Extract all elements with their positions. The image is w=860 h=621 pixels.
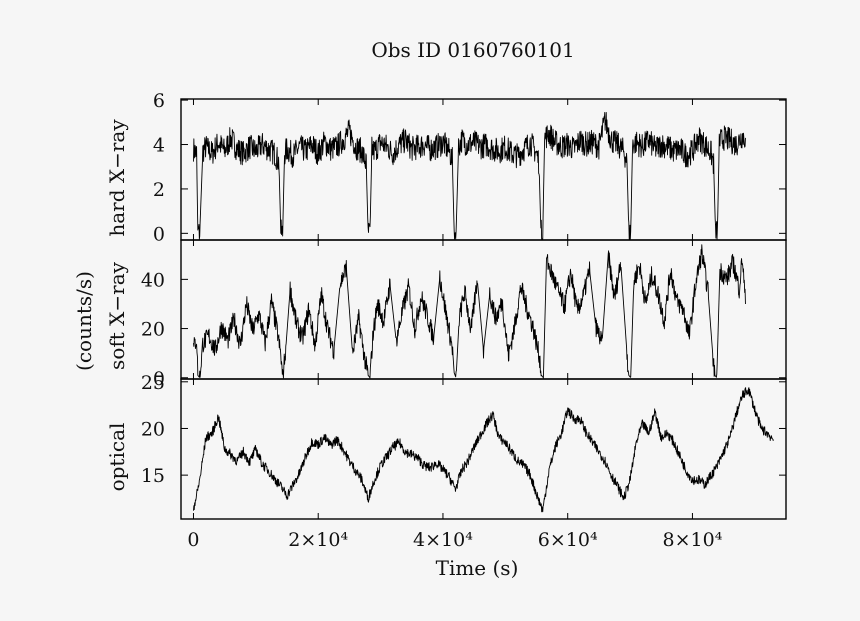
x-tick-label-0: 0: [187, 529, 199, 551]
x-tick-label-4: 8×10⁴: [663, 529, 723, 551]
soft-ytick-label-1: 20: [141, 319, 165, 341]
axis-ticks-layer: 0 2 4 6 0 20 40 15 20 25: [141, 90, 786, 519]
x-tick-labels: 0 2×10⁴ 4×10⁴ 6×10⁴ 8×10⁴: [187, 529, 722, 551]
hard-ytick-label-2: 4: [153, 135, 165, 157]
optical-ytick-label-1: 20: [141, 418, 165, 440]
hard-ytick-label-3: 6: [153, 90, 165, 112]
series-traces-layer: [193, 111, 774, 513]
x-tick-label-1: 2×10⁴: [288, 529, 348, 551]
hard-light-curve: [193, 111, 746, 240]
soft-ytick-label-2: 40: [141, 269, 165, 291]
optical-ylabel: optical: [105, 423, 129, 492]
hard-ytick-label-0: 0: [153, 223, 165, 245]
optical-light-curve: [193, 387, 774, 513]
optical-ytick-label-0: 15: [141, 465, 165, 487]
hard-xray-ylabel: hard X−ray: [105, 119, 129, 237]
optical-panel-frame: [180, 378, 787, 520]
optical-ytick-label-2: 25: [141, 372, 165, 394]
soft-light-curve: [193, 244, 746, 379]
chart-title: Obs ID 0160760101: [371, 38, 574, 62]
soft-xray-ylabel: soft X−ray: [105, 261, 129, 370]
x-tick-label-3: 6×10⁴: [538, 529, 598, 551]
x-tick-label-2: 4×10⁴: [413, 529, 473, 551]
soft-ytick-label-0: 0: [153, 368, 165, 390]
counts-per-second-ylabel: (counts/s): [72, 271, 96, 371]
x-axis-label: Time (s): [436, 556, 519, 580]
hard-ytick-label-1: 2: [153, 179, 165, 201]
